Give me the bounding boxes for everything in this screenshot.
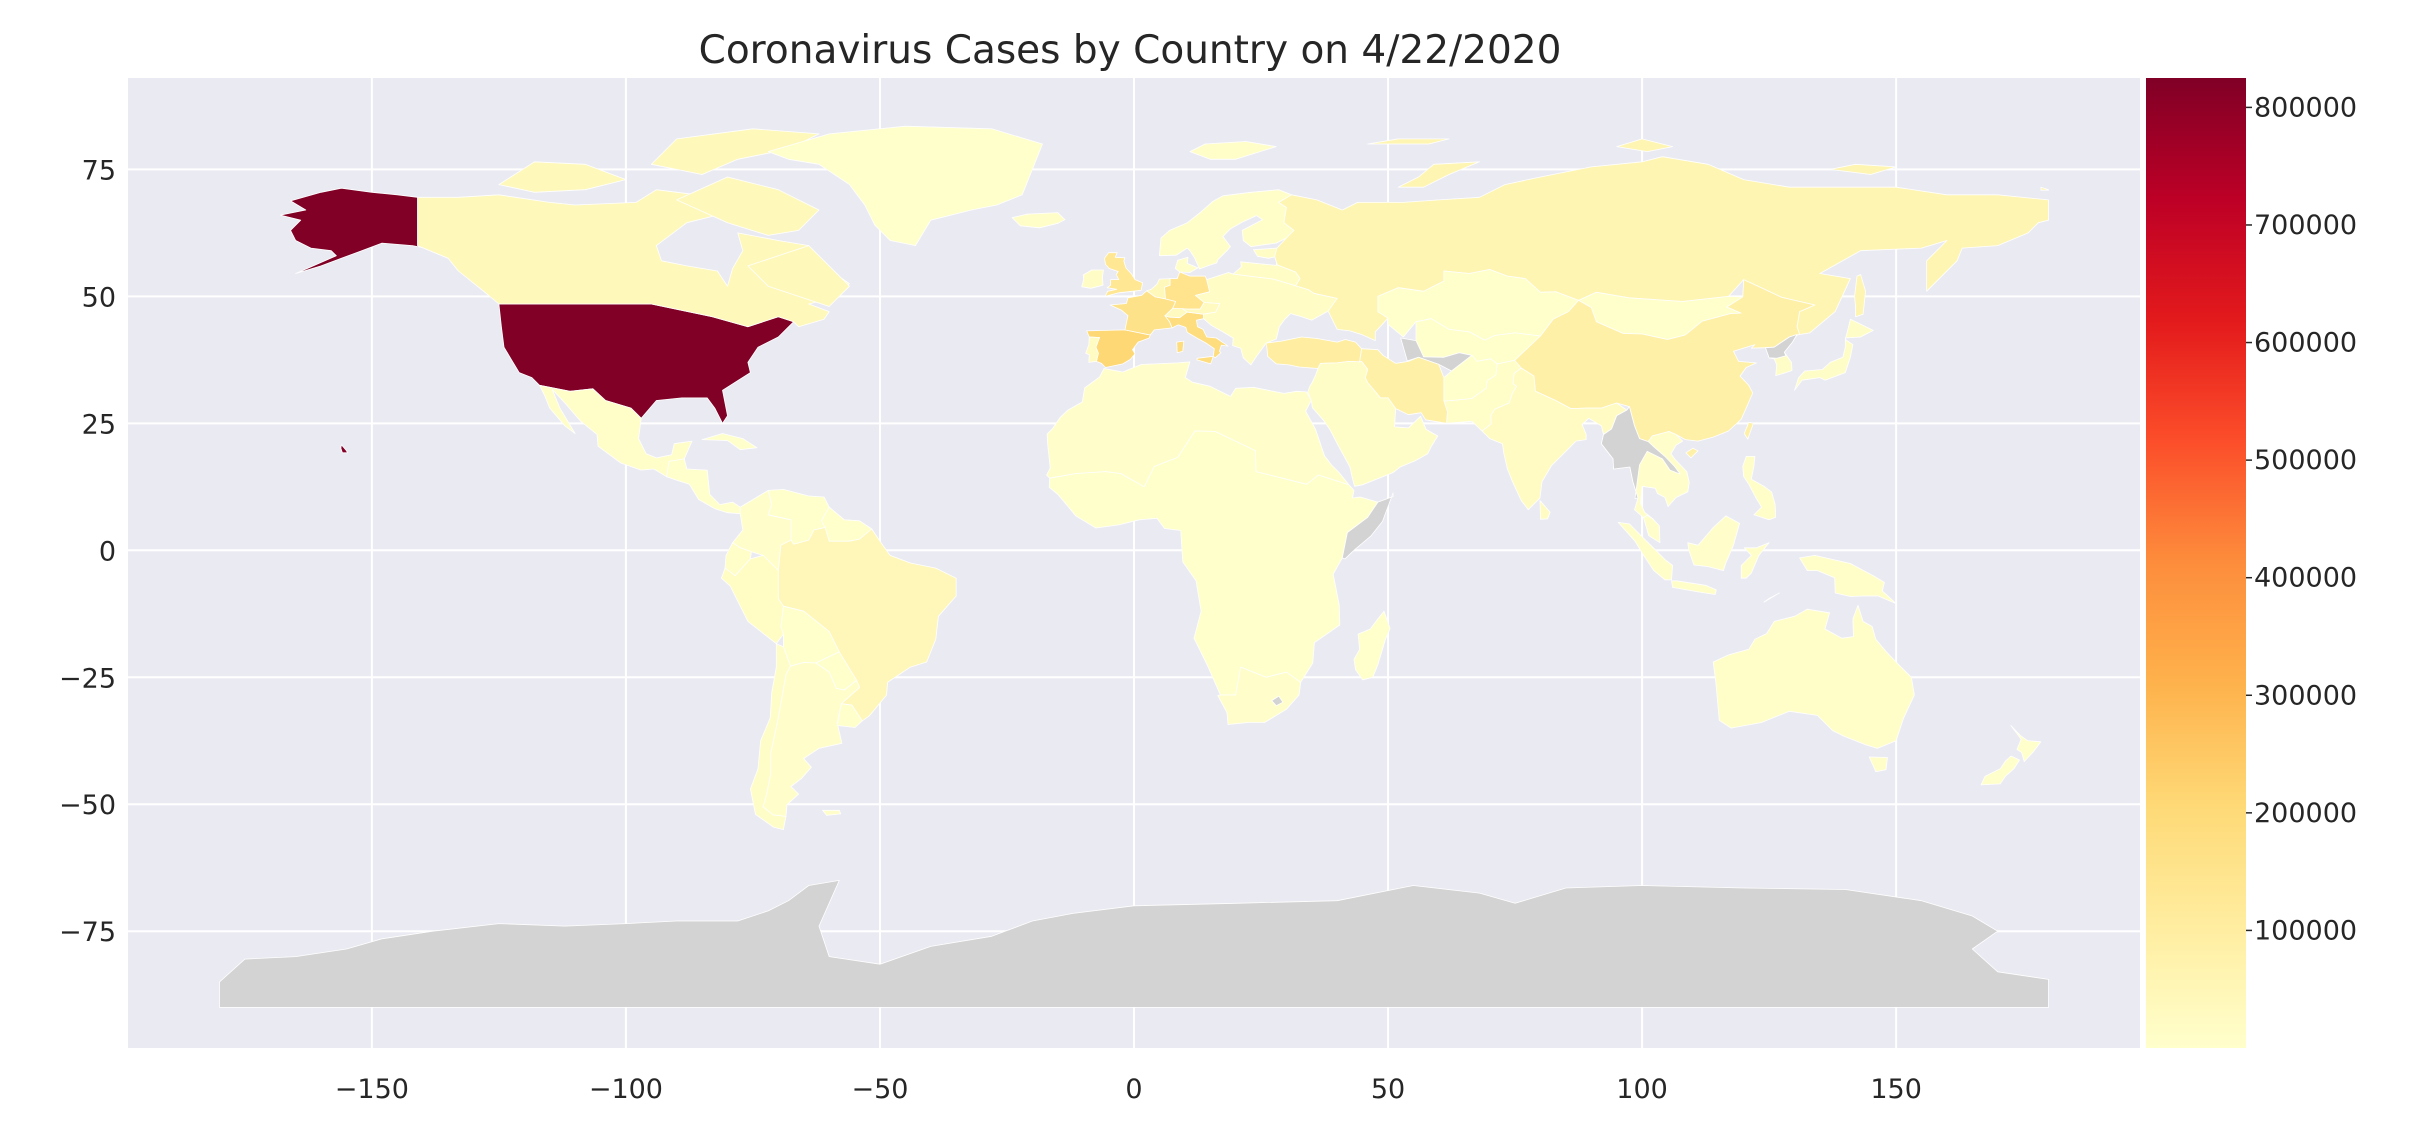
y-tick-label: 50: [82, 282, 116, 313]
x-tick-label: 150: [1870, 1074, 1922, 1105]
colorbar-tick-label: 100000: [2254, 915, 2357, 946]
y-tick-label: −75: [59, 917, 116, 948]
x-tick-label: 0: [1125, 1074, 1142, 1105]
x-tick-label: −150: [335, 1074, 409, 1105]
x-tick-label: −100: [589, 1074, 663, 1105]
colorbar-tick-label: 200000: [2254, 798, 2357, 829]
chart-title: Coronavirus Cases by Country on 4/22/202…: [0, 28, 2260, 73]
y-axis: 75 50 25 0 −25 −50 −75: [59, 155, 116, 948]
y-tick-label: 0: [99, 536, 116, 567]
colorbar-tick-label: 800000: [2254, 92, 2357, 123]
y-tick-label: −25: [59, 663, 116, 694]
colorbar-tick-label: 500000: [2254, 445, 2357, 476]
y-tick-label: 25: [82, 409, 116, 440]
y-tick-label: 75: [82, 155, 116, 186]
colorbar: [2146, 78, 2246, 1048]
x-tick-label: 100: [1616, 1074, 1668, 1105]
x-tick-label: −50: [851, 1074, 908, 1105]
x-tick-label: 50: [1371, 1074, 1405, 1105]
region-sardinia: [1177, 341, 1184, 353]
y-tick-label: −50: [59, 790, 116, 821]
colorbar-tick-label: 400000: [2254, 563, 2357, 594]
colorbar-tick-label: 700000: [2254, 210, 2357, 241]
x-axis: −150 −100 −50 0 50 100 150: [335, 1074, 1922, 1105]
colorbar-tick-label: 600000: [2254, 328, 2357, 359]
colorbar-axis: 100000 200000 300000 400000 500000 600000 7000…: [2246, 92, 2357, 946]
colorbar-tick-label: 300000: [2254, 680, 2357, 711]
